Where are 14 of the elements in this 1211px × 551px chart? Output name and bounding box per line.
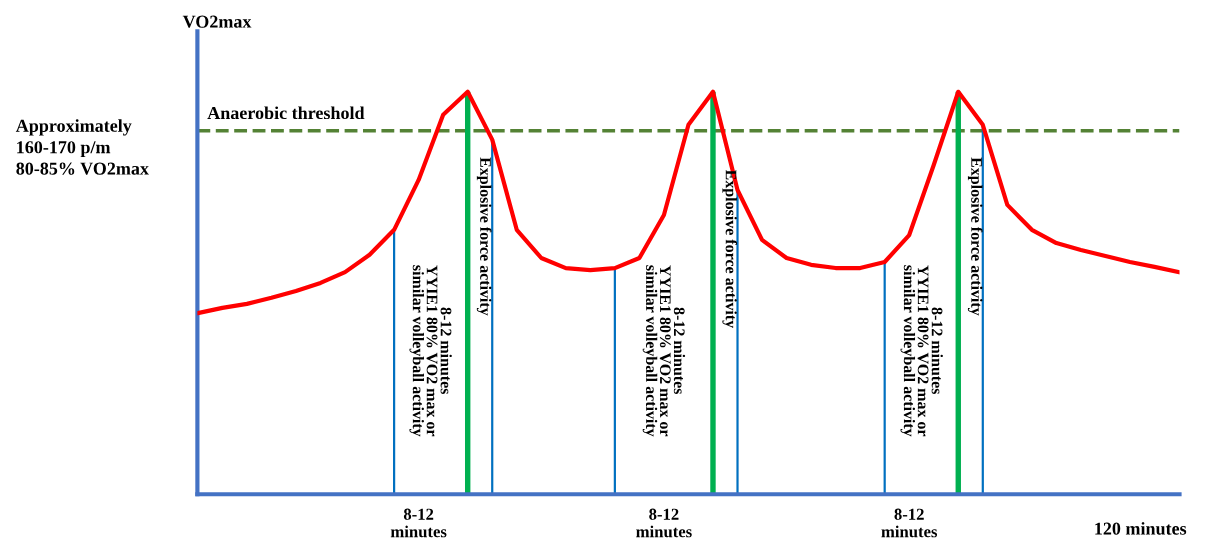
- text: Approximately 160-170 p/m 80-85% VO2max: [15, 119, 149, 175]
- x-tick-label: 8-12 minutes: [636, 508, 692, 538]
- annotation: 8-12 minutes YYIE1 80% VO2 max or similar volleyball activity: [409, 265, 452, 437]
- y-axis-title: VO2max: [182, 15, 252, 28]
- x-tick-label: 8-12 minutes: [881, 508, 938, 538]
- bar: [710, 91, 716, 495]
- annotation: Explosive force activity: [722, 169, 738, 329]
- annotation: 8-12 minutes YYIE1 80% VO2 max or similar volleyball activity: [900, 265, 943, 437]
- annotation: 8-12 minutes YYIE1 80% VO2 max or similar volleyball activity: [642, 265, 686, 437]
- annotation: Explosive force activity: [967, 157, 983, 316]
- x-axis-title: 120 minutes: [1095, 522, 1187, 535]
- annotation: Explosive force activity: [476, 157, 492, 316]
- ref-line-label: Anaerobic threshold: [207, 106, 365, 120]
- x-tick-label: 8-12 minutes: [390, 508, 447, 538]
